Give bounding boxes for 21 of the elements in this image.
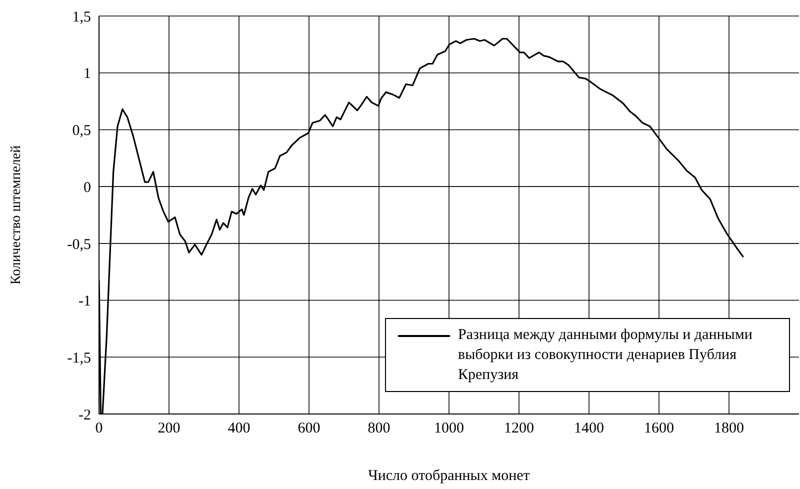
y-tick-label: -1,5 — [67, 350, 91, 366]
y-tick-label: -1 — [78, 294, 91, 310]
y-tick-label: -2 — [78, 407, 91, 424]
x-tick-label: 200 — [158, 420, 180, 437]
x-tick-label: 1800 — [714, 420, 744, 437]
y-axis-title: Количество штемпелей — [8, 144, 24, 285]
x-tick-label: 1200 — [504, 420, 534, 437]
y-tick-label: -0,5 — [67, 236, 91, 253]
legend-label: Разница между данными формулы и данными выборки из совокупности денариев Публия Крепузия — [458, 326, 754, 385]
y-tick-label: 1 — [84, 66, 91, 82]
x-tick-label: 800 — [368, 420, 390, 437]
y-tick-label: 0,5 — [72, 123, 91, 140]
y-tick-label: 0 — [84, 180, 91, 196]
x-axis-title: Число отобранных монет — [368, 468, 530, 484]
x-tick-label: 600 — [298, 420, 320, 437]
x-tick-label: 1000 — [434, 420, 464, 437]
x-tick-label: 400 — [228, 420, 250, 437]
x-tick-label: 1600 — [644, 420, 674, 437]
x-tick-label: 0 — [95, 420, 103, 437]
y-tick-label: 1,5 — [72, 9, 91, 26]
x-tick-label: 1400 — [574, 420, 604, 437]
